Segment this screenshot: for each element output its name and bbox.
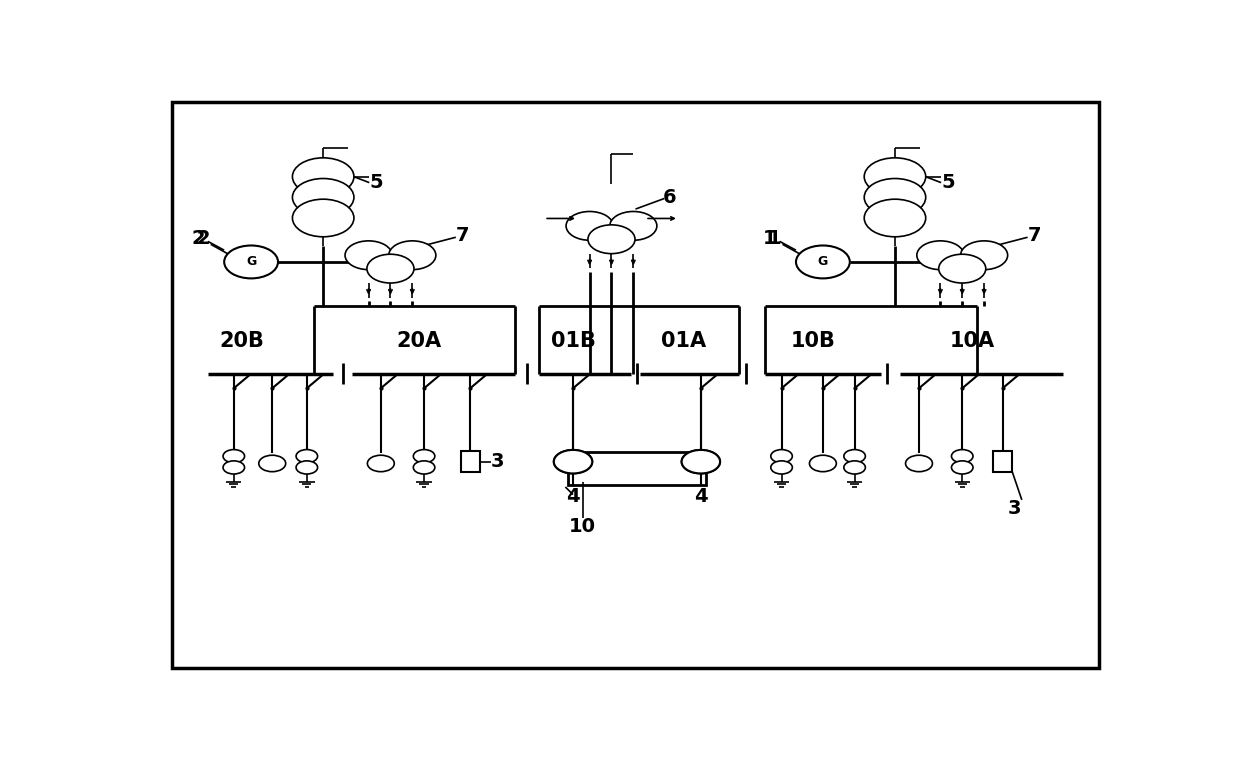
Circle shape	[367, 254, 414, 283]
Circle shape	[224, 246, 278, 278]
Circle shape	[610, 211, 657, 240]
Text: 5: 5	[941, 173, 955, 192]
Text: 5: 5	[370, 173, 383, 192]
Text: 3: 3	[490, 452, 503, 472]
Circle shape	[413, 461, 435, 474]
Circle shape	[554, 450, 593, 473]
Circle shape	[223, 461, 244, 474]
Text: 01A: 01A	[661, 331, 706, 351]
Circle shape	[796, 246, 849, 278]
Circle shape	[951, 461, 973, 474]
Circle shape	[844, 461, 866, 474]
Text: 7: 7	[1028, 226, 1042, 245]
Text: 01B: 01B	[551, 331, 595, 351]
Circle shape	[293, 158, 353, 195]
Text: 7: 7	[456, 226, 469, 245]
Circle shape	[588, 225, 635, 253]
Circle shape	[951, 449, 973, 462]
Text: 4: 4	[567, 488, 580, 507]
Text: 10B: 10B	[791, 331, 836, 351]
Circle shape	[844, 449, 866, 462]
Circle shape	[567, 211, 613, 240]
Text: G: G	[817, 256, 828, 269]
Text: 20A: 20A	[397, 331, 441, 351]
Text: 4: 4	[694, 488, 708, 507]
Circle shape	[916, 241, 963, 269]
Circle shape	[810, 456, 836, 472]
Circle shape	[413, 449, 435, 462]
Circle shape	[293, 179, 353, 216]
Circle shape	[864, 179, 926, 216]
Text: 20B: 20B	[219, 331, 264, 351]
Text: 10A: 10A	[950, 331, 994, 351]
Circle shape	[939, 254, 986, 283]
Circle shape	[389, 241, 435, 269]
Circle shape	[345, 241, 392, 269]
Circle shape	[961, 241, 1008, 269]
Text: 2: 2	[191, 229, 205, 248]
Circle shape	[296, 461, 317, 474]
Circle shape	[293, 199, 353, 237]
Circle shape	[864, 199, 926, 237]
Circle shape	[771, 449, 792, 462]
Text: 1: 1	[764, 229, 776, 248]
Circle shape	[259, 456, 285, 472]
Circle shape	[223, 449, 244, 462]
Circle shape	[905, 456, 932, 472]
Circle shape	[296, 449, 317, 462]
Bar	[460, 451, 480, 472]
Bar	[993, 451, 1012, 472]
Text: 2: 2	[196, 229, 210, 248]
Text: 1: 1	[768, 229, 781, 248]
Circle shape	[864, 158, 926, 195]
Circle shape	[554, 450, 593, 473]
Text: 3: 3	[1007, 499, 1021, 518]
Text: 6: 6	[662, 188, 676, 207]
Circle shape	[682, 450, 720, 473]
Circle shape	[682, 450, 720, 473]
Circle shape	[771, 461, 792, 474]
Circle shape	[367, 456, 394, 472]
Bar	[568, 452, 706, 485]
Text: G: G	[246, 256, 257, 269]
Text: 10: 10	[569, 517, 596, 536]
